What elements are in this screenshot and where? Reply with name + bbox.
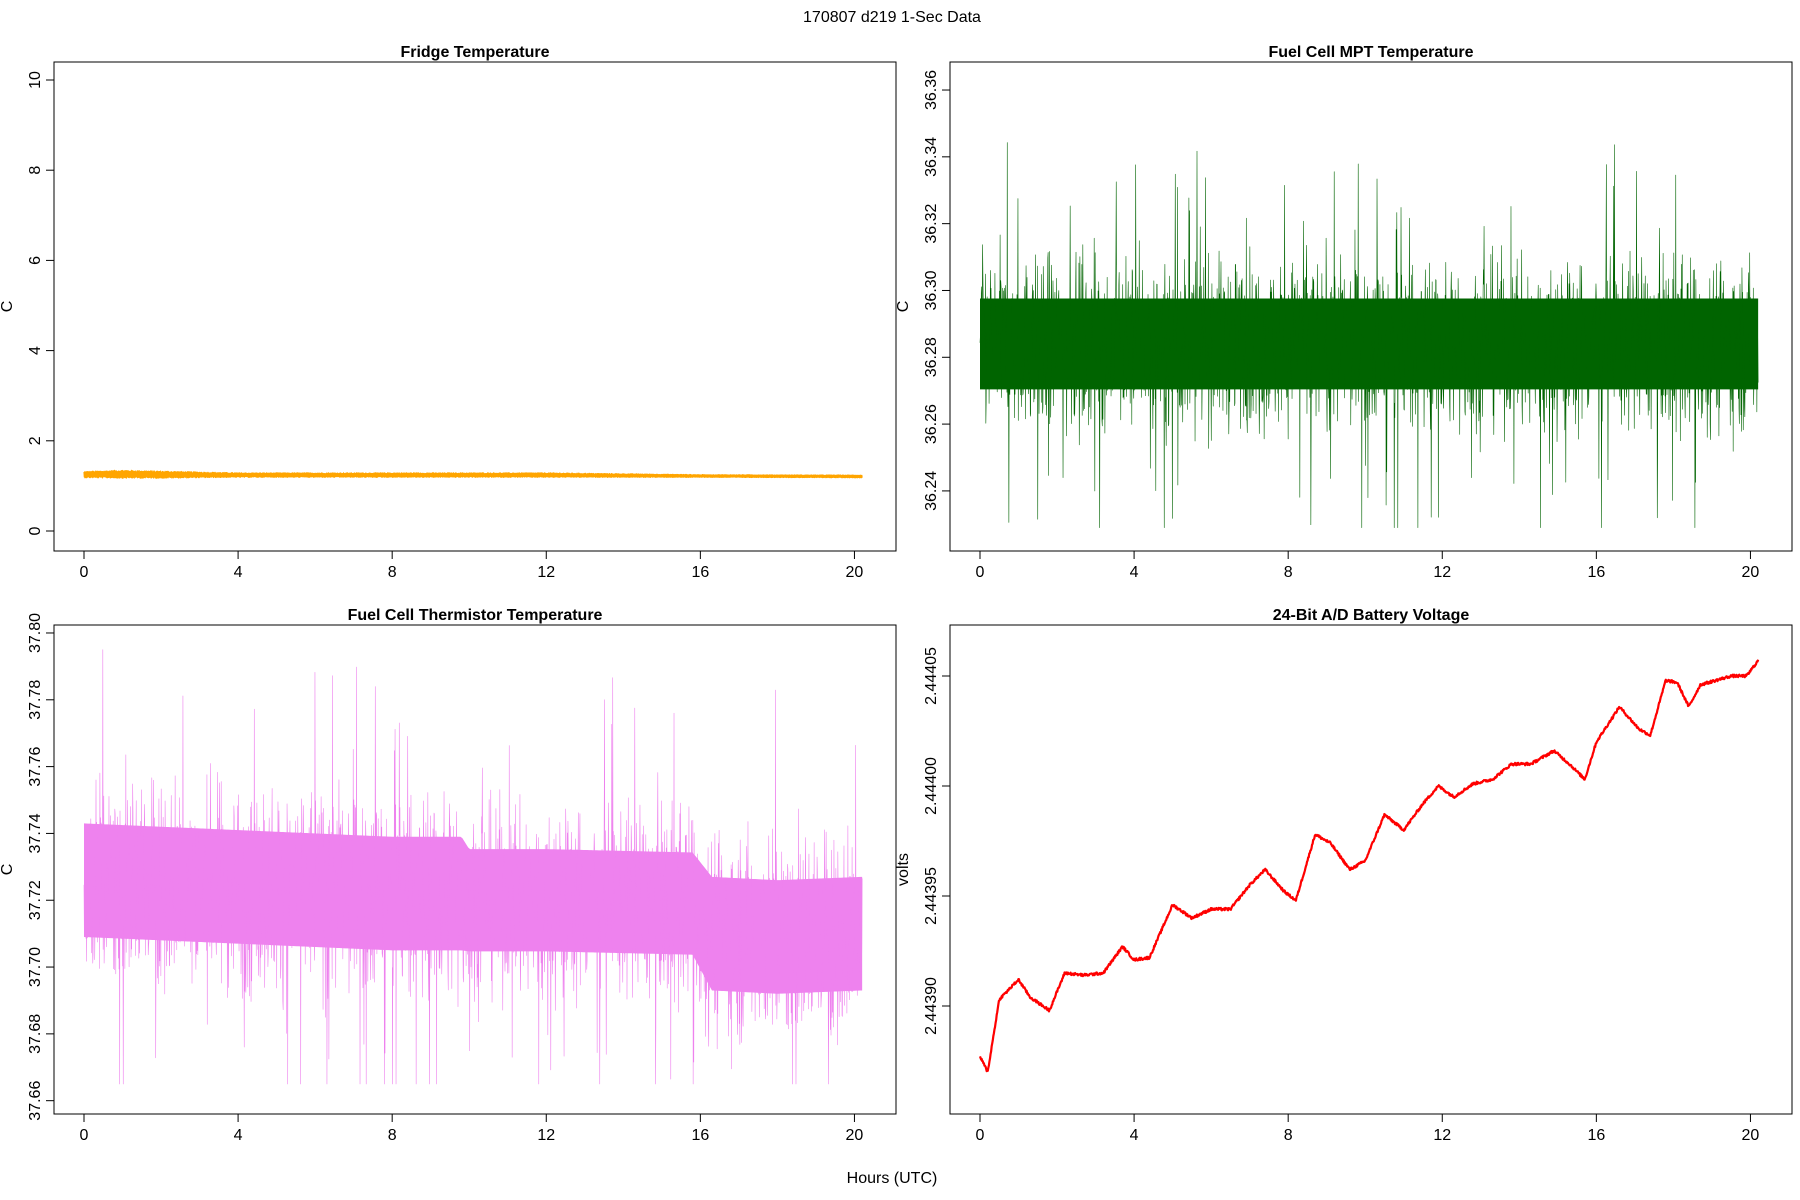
chart-fridge: Fridge Temperature 0 4 8 12 16 20 0 2 4 6 8 10 C: [0, 44, 897, 581]
y-tick-label: 36.36: [923, 70, 940, 110]
x-tick-label: 16: [1587, 1127, 1605, 1144]
y-tick-label: 36.34: [923, 137, 940, 177]
plot-frame: [949, 624, 1793, 1115]
y-tick-label: 37.68: [27, 1014, 44, 1054]
x-tick-label: 8: [388, 564, 397, 581]
y-tick-label: 36.26: [923, 404, 940, 444]
chart-title: Fuel Cell MPT Temperature: [1268, 44, 1473, 61]
x-tick-label: 20: [846, 564, 864, 581]
y-tick-label: 10: [27, 71, 44, 89]
y-tick-label: 36.24: [923, 471, 940, 511]
x-tick-label: 0: [976, 1127, 985, 1144]
x-tick-label: 16: [691, 564, 709, 581]
y-tick-label: 37.80: [27, 613, 44, 653]
x-tick-label: 8: [388, 1127, 397, 1144]
y-axis-label: C: [895, 301, 912, 313]
x-tick-label: 12: [1433, 1127, 1451, 1144]
y-tick-label: 37.66: [27, 1081, 44, 1121]
x-tick-label: 8: [1284, 1127, 1293, 1144]
y-tick-label: 8: [27, 166, 44, 175]
x-tick-label: 20: [1742, 1127, 1760, 1144]
chart-thermistor: Fuel Cell Thermistor Temperature 0 4 8 12 16 2…: [0, 607, 897, 1144]
y-tick-label: 2.44400: [923, 757, 940, 815]
chart-mpt: Fuel Cell MPT Temperature 0 4 8 12 16 20 36.24 3…: [895, 44, 1793, 581]
y-axis-label: volts: [895, 853, 912, 886]
x-tick-label: 20: [846, 1127, 864, 1144]
x-tick-label: 0: [80, 1127, 89, 1144]
y-tick-label: 37.70: [27, 947, 44, 987]
y-axis-label: C: [0, 864, 16, 876]
y-tick-label: 37.74: [27, 813, 44, 853]
x-axis-label: Hours (UTC): [847, 1170, 938, 1187]
y-tick-label: 36.32: [923, 204, 940, 244]
y-tick-label: 37.78: [27, 680, 44, 720]
series-line-mpt: [979, 142, 1759, 528]
x-tick-label: 12: [1433, 564, 1451, 581]
x-tick-label: 0: [80, 564, 89, 581]
x-tick-label: 0: [976, 564, 985, 581]
y-tick-label: 4: [27, 346, 44, 355]
x-tick-label: 16: [691, 1127, 709, 1144]
y-tick-label: 6: [27, 256, 44, 265]
y-tick-label: 37.76: [27, 746, 44, 786]
y-tick-label: 36.30: [923, 270, 940, 310]
chart-title: Fuel Cell Thermistor Temperature: [348, 607, 603, 624]
chart-battery: 24-Bit A/D Battery Voltage 0 4 8 12 16 20 2.443…: [895, 607, 1793, 1144]
series-line-thermistor: [83, 649, 863, 1085]
chart-title: Fridge Temperature: [400, 44, 549, 61]
y-tick-label: 0: [27, 526, 44, 535]
x-tick-label: 12: [537, 564, 555, 581]
x-tick-label: 20: [1742, 564, 1760, 581]
y-tick-label: 36.28: [923, 337, 940, 377]
series-line-battery: [978, 659, 1760, 1073]
y-tick-label: 2.44395: [923, 867, 940, 925]
y-tick-label: 2.44405: [923, 647, 940, 705]
series-line-fridge: [83, 469, 863, 479]
x-tick-label: 12: [537, 1127, 555, 1144]
x-tick-label: 4: [234, 564, 243, 581]
x-tick-label: 16: [1587, 564, 1605, 581]
y-tick-label: 2: [27, 436, 44, 445]
y-axis-label: C: [0, 301, 16, 313]
x-tick-label: 4: [1130, 564, 1139, 581]
x-tick-label: 4: [234, 1127, 243, 1144]
chart-title: 24-Bit A/D Battery Voltage: [1273, 607, 1470, 624]
y-tick-label: 37.72: [27, 880, 44, 920]
x-tick-label: 8: [1284, 564, 1293, 581]
x-tick-label: 4: [1130, 1127, 1139, 1144]
main-title: 170807 d219 1-Sec Data: [803, 9, 981, 26]
y-tick-label: 2.44390: [923, 977, 940, 1035]
